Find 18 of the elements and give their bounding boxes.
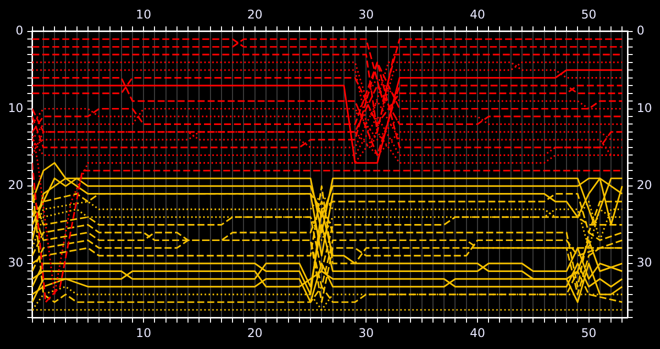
y-tick-label: 10 bbox=[8, 100, 24, 115]
x2-tick-label: 10 bbox=[136, 7, 152, 22]
x-tick-label: 10 bbox=[136, 326, 152, 340]
x-tick-label: 40 bbox=[470, 326, 486, 340]
x2-tick-label: 20 bbox=[247, 7, 263, 22]
y2-tick-label: 10 bbox=[636, 100, 652, 115]
y2-tick-label: 20 bbox=[636, 178, 652, 192]
x2-tick-label: 50 bbox=[581, 7, 596, 22]
x-tick-label: 50 bbox=[581, 326, 596, 340]
x2-tick-label: 30 bbox=[358, 7, 374, 22]
y-tick-label: 0 bbox=[16, 24, 24, 38]
y-tick-label: 20 bbox=[8, 178, 24, 192]
y2-tick-label: 0 bbox=[636, 24, 644, 38]
x-tick-label: 20 bbox=[247, 326, 263, 340]
x-tick-label: 30 bbox=[358, 326, 374, 340]
y-tick-label: 30 bbox=[8, 256, 24, 270]
x2-tick-label: 40 bbox=[470, 7, 486, 22]
y2-tick-label: 30 bbox=[636, 256, 652, 270]
